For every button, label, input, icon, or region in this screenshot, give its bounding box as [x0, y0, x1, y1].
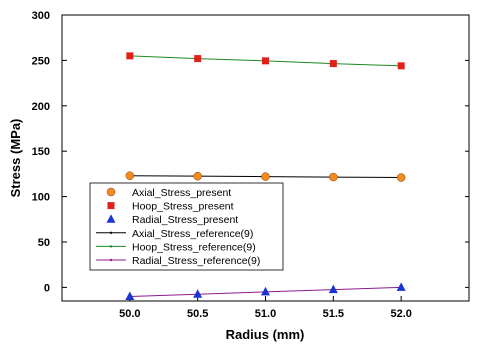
legend-swatch-point — [109, 245, 113, 248]
legend-label: Radial_Stress_present — [132, 214, 238, 226]
y-axis-ticks: 0 50 100 150 200 250 300 — [32, 10, 67, 294]
legend-label: Hoop_Stress_reference(9) — [132, 241, 256, 253]
legend-swatch-radial-stress-present — [106, 214, 116, 223]
hoop-stress-present-marker — [329, 60, 337, 68]
y-tick-label: 100 — [32, 192, 50, 204]
y-tick-label: 50 — [38, 237, 50, 249]
legend-label: Radial_Stress_reference(9) — [132, 255, 260, 267]
x-tick-label: 51.5 — [323, 308, 344, 320]
hoop-stress-present-marker — [194, 55, 202, 63]
legend-swatch-axial-stress-present — [106, 187, 116, 197]
hoop-stress-present-marker — [126, 52, 134, 60]
y-tick-label: 0 — [44, 282, 50, 294]
axial-stress-present-marker — [261, 172, 270, 181]
axial-stress-present-marker — [329, 172, 338, 182]
axial-stress-present-marker — [396, 173, 406, 182]
axial-stress-present-marker — [125, 171, 135, 180]
x-tick-label: 50.0 — [119, 308, 140, 320]
legend-item-radial-stress-reference-9: Radial_Stress_reference(9) — [96, 255, 260, 267]
legend-swatch-point — [109, 258, 113, 262]
legend: Axial_Stress_presentHoop_Stress_presentR… — [89, 182, 284, 271]
right-axis-ticks — [465, 14, 469, 288]
x-axis-ticks: 50.0 50.5 51.0 51.5 52.0 — [119, 296, 412, 320]
hoop-stress-present-marker — [262, 57, 269, 65]
y-tick-label: 300 — [32, 10, 50, 22]
legend-item-hoop-stress-reference-9: Hoop_Stress_reference(9) — [96, 241, 256, 253]
legend-swatch-point — [109, 231, 113, 234]
legend-label: Axial_Stress_reference(9) — [132, 228, 253, 240]
radial-stress-present-marker — [193, 289, 203, 298]
y-tick-label: 150 — [32, 146, 50, 158]
radial-stress-present-marker — [328, 284, 338, 294]
series-markers — [125, 52, 406, 300]
radial-stress-present-marker — [261, 286, 270, 296]
legend-box — [89, 182, 284, 271]
legend-item-hoop-stress-present: Hoop_Stress_present — [107, 201, 234, 213]
legend-item-radial-stress-present: Radial_Stress_present — [106, 214, 238, 226]
legend-item-axial-stress-reference-9: Axial_Stress_reference(9) — [96, 228, 253, 240]
x-tick-label: 51.0 — [255, 308, 276, 320]
x-tick-label: 50.5 — [187, 308, 208, 320]
axial-stress-present-marker — [193, 171, 202, 181]
legend-label: Axial_Stress_present — [132, 187, 231, 199]
legend-swatch-hoop-stress-present — [107, 202, 115, 210]
x-tick-label: 52.0 — [390, 308, 411, 320]
x-axis-title: Radius (mm) — [226, 327, 305, 342]
legend-label: Hoop_Stress_present — [132, 201, 234, 213]
y-tick-label: 250 — [32, 55, 50, 67]
radial-stress-present-marker — [396, 282, 406, 291]
y-axis-title: Stress (MPa) — [8, 119, 23, 198]
radial-stress-present-marker — [125, 291, 135, 300]
y-tick-label: 200 — [32, 101, 50, 113]
legend-item-axial-stress-present: Axial_Stress_present — [106, 187, 231, 199]
hoop-stress-present-marker — [397, 62, 405, 70]
